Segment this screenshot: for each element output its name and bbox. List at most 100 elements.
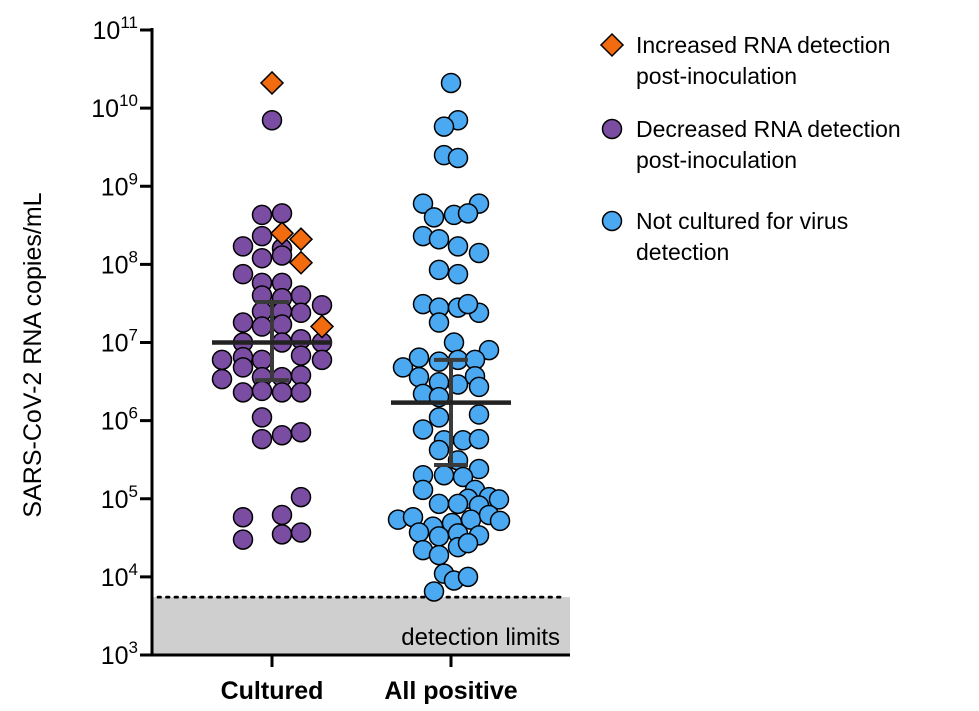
- data-point-circle: [457, 293, 479, 315]
- data-point-circle: [290, 365, 312, 386]
- y-tick-label: 1010: [91, 91, 138, 123]
- data-point-circle: [457, 203, 479, 224]
- data-point-circle: [232, 529, 254, 550]
- data-point-circle: [290, 382, 312, 403]
- data-point-circle: [468, 376, 490, 398]
- data-point-circle: [392, 357, 414, 378]
- data-point-diamond: [259, 70, 285, 96]
- data-point-circle: [232, 382, 254, 403]
- data-point-circle: [457, 566, 479, 588]
- legend-marker-circle: [601, 210, 623, 232]
- category-labels: Cultured All positive: [221, 677, 518, 705]
- data-point-circle: [251, 316, 273, 337]
- data-point-circle: [428, 259, 450, 281]
- data-point-circle: [443, 332, 465, 353]
- data-point-circle: [428, 312, 450, 333]
- data-point-circle: [251, 349, 273, 371]
- data-point-circle: [412, 419, 434, 440]
- data-point-circle: [290, 421, 312, 443]
- data-point-circle: [271, 245, 293, 266]
- data-point-circle: [447, 263, 469, 285]
- legend-label: Not cultured for virus: [636, 208, 848, 234]
- data-point-circle: [489, 510, 511, 532]
- data-point-circle: [428, 493, 450, 515]
- data-point-circle: [433, 116, 455, 137]
- y-tick-label: 109: [101, 169, 138, 201]
- data-point-circle: [311, 349, 333, 371]
- legend-label: post-inoculation: [636, 63, 797, 89]
- data-point-circle: [251, 225, 273, 247]
- data-point-circle: [251, 428, 273, 450]
- data-points: [211, 70, 511, 602]
- y-tick-label: 108: [101, 247, 138, 279]
- data-point-circle: [457, 532, 479, 554]
- detection-limit-label: detection limits: [401, 624, 560, 651]
- data-point-circle: [271, 524, 293, 545]
- data-point-circle: [412, 193, 434, 214]
- data-point-circle: [251, 247, 273, 269]
- data-point-circle: [488, 489, 510, 510]
- legend: Increased RNA detection post-inoculation D…: [599, 32, 901, 265]
- category-label: Cultured: [221, 677, 324, 705]
- data-point-circle: [290, 302, 312, 324]
- category-label: All positive: [384, 677, 517, 705]
- legend-label: Increased RNA detection: [636, 32, 890, 58]
- data-point-circle: [428, 407, 450, 428]
- y-tick-label: 105: [101, 482, 138, 514]
- y-tick-label: 1011: [93, 13, 138, 45]
- data-point-circle: [232, 236, 254, 257]
- y-axis: 103 104 105 106 107 108 109 1010 1011: [91, 13, 570, 670]
- data-point-circle: [408, 366, 430, 388]
- data-point-circle: [251, 380, 273, 402]
- data-point-circle: [478, 339, 500, 361]
- data-point-circle: [468, 404, 490, 425]
- data-point-circle: [423, 207, 445, 228]
- data-point-circle: [433, 464, 455, 486]
- data-point-circle: [447, 374, 469, 395]
- data-point-circle: [232, 357, 254, 378]
- data-point-circle: [428, 544, 450, 566]
- data-point-circle: [271, 424, 293, 446]
- y-axis-title: SARS-CoV-2 RNA copies/mL: [19, 192, 47, 517]
- y-tick-label: 106: [101, 404, 138, 436]
- data-point-circle: [211, 349, 233, 371]
- data-point-circle: [261, 109, 283, 131]
- data-point-circle: [440, 72, 462, 94]
- data-point-circle: [447, 493, 469, 515]
- data-point-circle: [468, 428, 490, 450]
- data-point-circle: [251, 407, 273, 428]
- data-point-diamond: [288, 227, 314, 252]
- data-point-circle: [311, 294, 333, 316]
- data-point-circle: [468, 458, 490, 480]
- data-point-circle: [468, 242, 490, 264]
- data-point-circle: [428, 228, 450, 250]
- data-point-circle: [428, 526, 450, 547]
- data-point-diamond: [288, 250, 314, 275]
- data-point-circle: [271, 382, 293, 403]
- legend-label: Decreased RNA detection: [636, 116, 901, 142]
- data-point-circle: [232, 263, 254, 285]
- data-point-circle: [271, 203, 293, 224]
- summary-bars: [212, 299, 511, 468]
- data-point-circle: [447, 147, 469, 169]
- legend-marker-diamond: [599, 32, 625, 58]
- data-point-circle: [408, 522, 430, 543]
- y-tick-label: 103: [101, 638, 138, 670]
- y-tick-label: 104: [101, 560, 138, 592]
- y-tick-label: 107: [101, 326, 138, 358]
- detection-shade: [152, 597, 570, 655]
- legend-marker-circle: [601, 118, 623, 140]
- data-point-circle: [251, 204, 273, 226]
- legend-label: post-inoculation: [636, 147, 797, 173]
- data-point-circle: [290, 486, 312, 508]
- legend-label: detection: [636, 239, 729, 265]
- data-point-diamond: [269, 221, 295, 246]
- detection-limit-region: detection limits: [152, 595, 570, 655]
- data-point-circle: [211, 368, 233, 390]
- data-point-circle: [271, 504, 293, 526]
- data-point-circle: [271, 314, 293, 335]
- data-point-circle: [232, 312, 254, 333]
- data-point-circle: [408, 347, 430, 368]
- data-point-circle: [290, 522, 312, 543]
